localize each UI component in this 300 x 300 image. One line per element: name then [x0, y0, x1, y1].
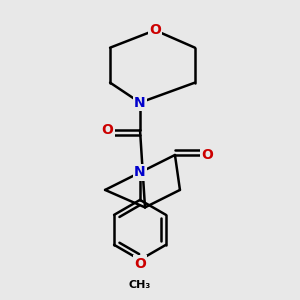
Text: O: O: [202, 148, 213, 162]
Text: N: N: [134, 96, 146, 110]
Text: N: N: [134, 166, 146, 179]
Text: O: O: [149, 23, 161, 37]
Text: O: O: [134, 256, 146, 271]
Text: CH₃: CH₃: [129, 280, 151, 290]
Text: O: O: [102, 123, 113, 137]
